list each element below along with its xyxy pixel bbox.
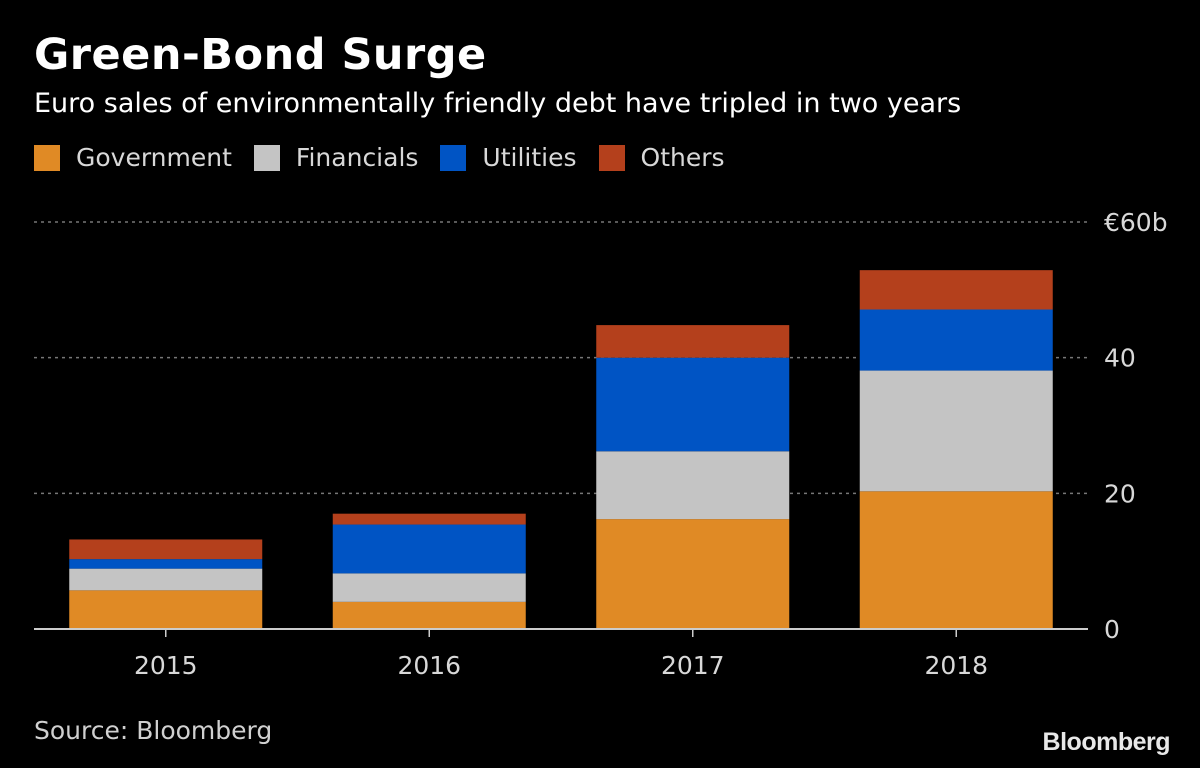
legend-item-government: Government bbox=[34, 143, 232, 172]
bar-segment-utilities bbox=[332, 524, 526, 574]
legend-label-financials: Financials bbox=[295, 143, 419, 172]
bar-segment-government bbox=[332, 601, 526, 629]
bar-segment-others bbox=[596, 325, 790, 358]
bar-segment-financials bbox=[859, 370, 1053, 492]
bar-segment-utilities bbox=[69, 559, 263, 569]
x-tick-label: 2015 bbox=[134, 651, 198, 680]
legend-swatch-utilities bbox=[440, 144, 467, 171]
bloomberg-logo: Bloomberg bbox=[1042, 728, 1171, 756]
legend-label-utilities: Utilities bbox=[482, 143, 577, 172]
chart-title: Green-Bond Surge bbox=[34, 30, 487, 80]
x-tick-label: 2016 bbox=[397, 651, 461, 680]
source-note: Source: Bloomberg bbox=[34, 716, 273, 745]
legend-swatch-government bbox=[34, 144, 60, 171]
legend: Government Financials Utilities Others bbox=[34, 143, 747, 172]
legend-label-others: Others bbox=[640, 143, 725, 172]
x-tick-label: 2017 bbox=[661, 651, 725, 680]
bar-segment-financials bbox=[69, 568, 263, 591]
bar-segment-government bbox=[69, 590, 263, 629]
legend-swatch-others bbox=[598, 144, 625, 171]
legend-label-government: Government bbox=[76, 143, 232, 172]
bar-segment-government bbox=[596, 519, 790, 629]
y-tick-label: 40 bbox=[1104, 344, 1136, 373]
legend-item-utilities: Utilities bbox=[440, 143, 577, 172]
y-tick-label: 20 bbox=[1104, 479, 1136, 508]
legend-item-financials: Financials bbox=[253, 143, 419, 172]
legend-swatch-financials bbox=[253, 144, 280, 171]
y-tick-label: 0 bbox=[1104, 615, 1120, 644]
bar-segment-financials bbox=[596, 451, 790, 520]
bar-segment-financials bbox=[332, 573, 526, 602]
bar-segment-utilities bbox=[596, 357, 790, 452]
bar-segment-others bbox=[859, 270, 1053, 310]
bar-segment-others bbox=[69, 539, 263, 560]
y-tick-label: €60b bbox=[1104, 208, 1168, 237]
legend-item-others: Others bbox=[598, 143, 725, 172]
x-tick-label: 2018 bbox=[924, 651, 988, 680]
chart-subtitle: Euro sales of environmentally friendly d… bbox=[34, 88, 962, 119]
bar-segment-utilities bbox=[859, 309, 1053, 371]
bar-segment-others bbox=[332, 513, 526, 525]
bar-segment-government bbox=[859, 491, 1053, 629]
